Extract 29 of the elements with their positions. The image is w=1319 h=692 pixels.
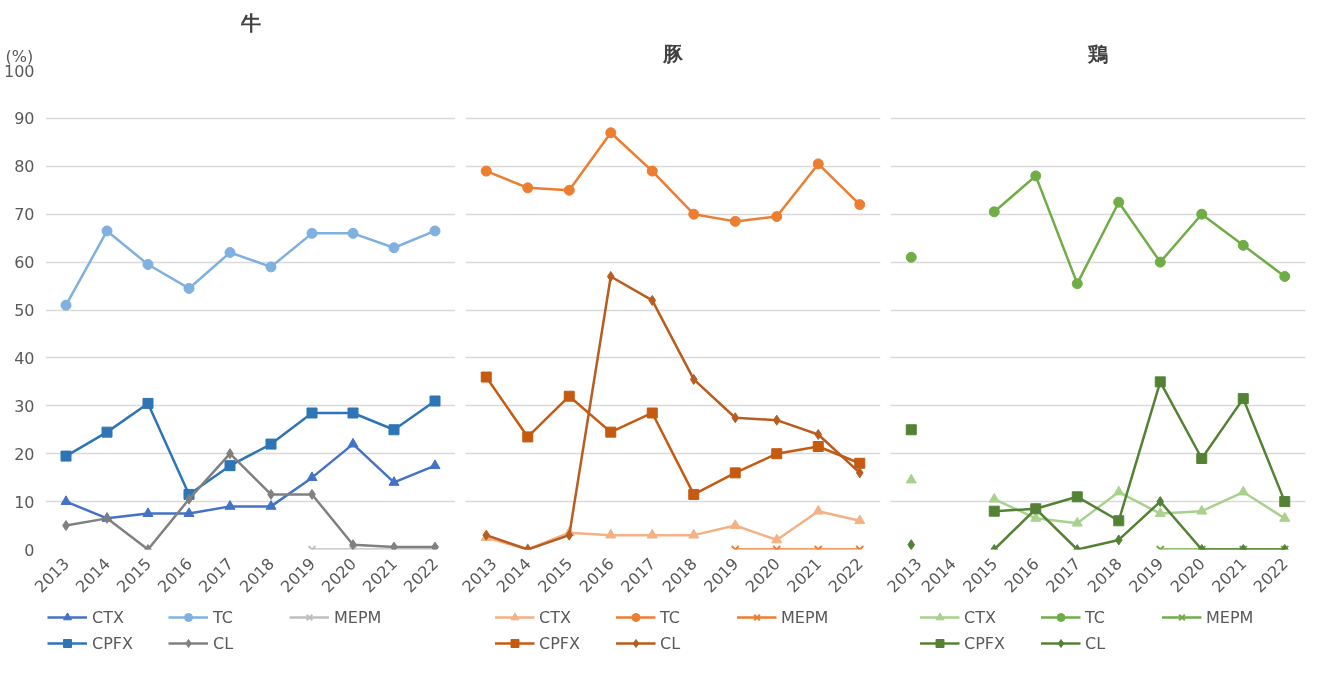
legend-label: CTX	[92, 607, 125, 627]
y-tick-label: 40	[14, 348, 35, 368]
y-tick-label: 0	[24, 540, 35, 560]
legend-label: CTX	[964, 607, 997, 627]
y-tick-label: 70	[14, 205, 35, 225]
y-tick-label: 50	[14, 301, 35, 320]
legend-label: CPFX	[539, 633, 581, 653]
y-tick-label: 20	[14, 444, 35, 464]
chart-title: 豚	[662, 41, 684, 66]
legend-label: CPFX	[92, 633, 134, 653]
y-tick-label: 80	[14, 157, 35, 177]
legend-label: MEPM	[781, 607, 830, 627]
legend-label: CPFX	[964, 633, 1006, 653]
legend-label: TC	[213, 607, 234, 627]
y-tick-label: 10	[14, 492, 35, 512]
y-tick-label: 90	[14, 109, 35, 129]
legend-label: CL	[1085, 633, 1107, 653]
legend-label: CTX	[539, 607, 572, 627]
legend-label: MEPM	[1206, 607, 1255, 627]
legend-label: CL	[213, 633, 235, 653]
legend-label: MEPM	[334, 607, 383, 627]
y-axis-title: (%)	[5, 46, 34, 66]
chart-title: 鶏	[1087, 41, 1108, 66]
legend-label: TC	[1085, 607, 1106, 627]
y-tick-label: 30	[14, 396, 35, 416]
chart-title: 牛	[239, 10, 261, 35]
y-tick-label: 60	[14, 253, 35, 273]
legend-label: CL	[660, 633, 682, 653]
legend-label: TC	[660, 607, 681, 627]
